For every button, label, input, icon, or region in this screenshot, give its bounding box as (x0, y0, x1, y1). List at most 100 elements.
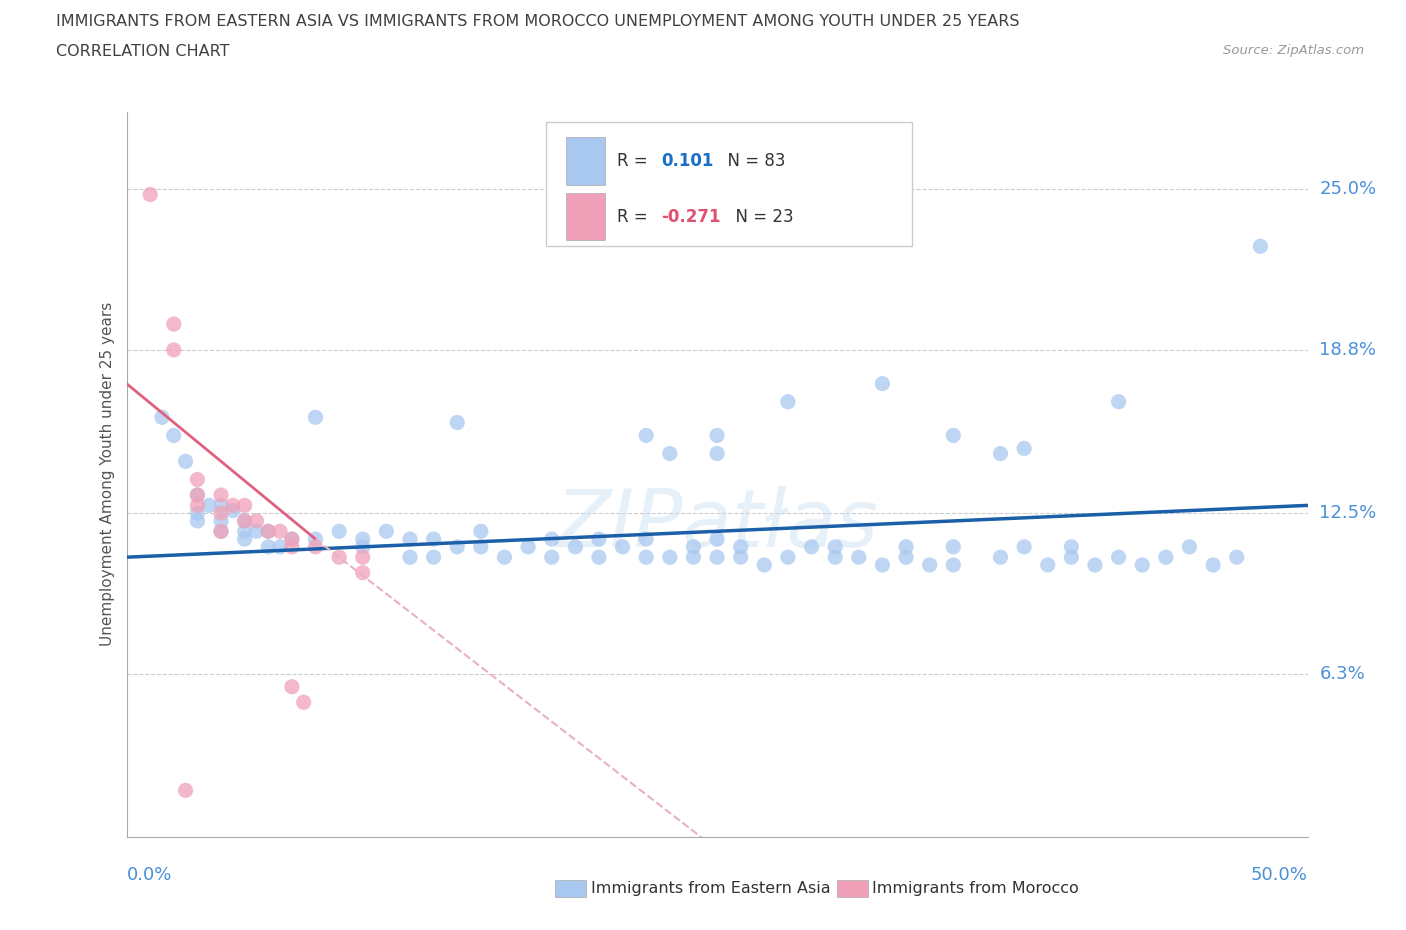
Text: 18.8%: 18.8% (1319, 341, 1376, 359)
Text: N = 83: N = 83 (717, 152, 786, 170)
Point (942, 558, 965, 573)
Text: R =: R = (617, 152, 652, 170)
Point (209, 498, 232, 512)
Point (399, 550, 422, 565)
Point (257, 524, 280, 538)
Text: CORRELATION CHART: CORRELATION CHART (56, 44, 229, 59)
Point (918, 558, 941, 573)
Point (1108, 394, 1130, 409)
Point (186, 498, 208, 512)
Point (776, 394, 799, 409)
Point (163, 428, 186, 443)
Point (281, 532, 304, 547)
Point (281, 532, 304, 547)
Point (754, 558, 776, 573)
Point (706, 446, 728, 461)
Point (209, 524, 232, 538)
FancyBboxPatch shape (565, 138, 605, 184)
Point (304, 539, 326, 554)
Text: 25.0%: 25.0% (1319, 180, 1376, 198)
Point (186, 472, 208, 487)
Text: Immigrants from Morocco: Immigrants from Morocco (872, 881, 1078, 896)
Point (730, 550, 752, 565)
Point (588, 532, 610, 547)
Y-axis label: Unemployment Among Youth under 25 years: Unemployment Among Youth under 25 years (100, 302, 115, 646)
Point (163, 316, 186, 331)
Point (198, 498, 221, 512)
Text: 6.3%: 6.3% (1319, 665, 1365, 683)
Point (1202, 558, 1225, 573)
Point (894, 539, 917, 554)
Point (470, 539, 492, 554)
Point (706, 428, 728, 443)
Point (658, 550, 681, 565)
Text: 0.101: 0.101 (662, 152, 714, 170)
Point (800, 539, 823, 554)
Point (990, 550, 1012, 565)
Point (446, 415, 468, 430)
Text: ZIPatłas: ZIPatłas (555, 486, 879, 565)
Point (1036, 558, 1059, 573)
Point (269, 539, 291, 554)
Point (186, 487, 208, 502)
Point (942, 428, 965, 443)
Point (1012, 441, 1035, 456)
Point (352, 539, 374, 554)
Point (824, 539, 846, 554)
Point (636, 550, 658, 565)
Point (1249, 239, 1271, 254)
Point (352, 532, 374, 547)
Point (706, 550, 728, 565)
Point (612, 539, 634, 554)
Text: -0.271: -0.271 (662, 207, 721, 226)
Point (292, 695, 315, 710)
Point (824, 550, 846, 565)
Point (517, 539, 540, 554)
Point (942, 539, 965, 554)
Text: N = 23: N = 23 (725, 207, 794, 226)
Text: IMMIGRANTS FROM EASTERN ASIA VS IMMIGRANTS FROM MOROCCO UNEMPLOYMENT AMONG YOUTH: IMMIGRANTS FROM EASTERN ASIA VS IMMIGRAN… (56, 14, 1019, 29)
Point (222, 498, 245, 512)
Point (304, 532, 326, 547)
Point (872, 558, 894, 573)
Text: Source: ZipAtlas.com: Source: ZipAtlas.com (1223, 44, 1364, 57)
Point (163, 342, 186, 357)
Point (257, 539, 280, 554)
FancyBboxPatch shape (546, 123, 912, 246)
Point (894, 550, 917, 565)
Point (636, 532, 658, 547)
Point (186, 506, 208, 521)
Point (990, 446, 1012, 461)
Point (186, 487, 208, 502)
Point (281, 539, 304, 554)
Point (564, 539, 586, 554)
Text: R =: R = (617, 207, 652, 226)
Point (186, 513, 208, 528)
Point (174, 783, 197, 798)
Point (222, 503, 245, 518)
Text: 0.0%: 0.0% (127, 866, 172, 884)
Point (730, 539, 752, 554)
Point (1154, 550, 1177, 565)
Text: Immigrants from Eastern Asia: Immigrants from Eastern Asia (591, 881, 830, 896)
Point (328, 550, 350, 565)
Point (233, 524, 256, 538)
Point (422, 532, 444, 547)
Point (446, 539, 468, 554)
Point (636, 428, 658, 443)
Point (139, 187, 162, 202)
Point (1178, 539, 1201, 554)
Point (304, 410, 326, 425)
Point (1060, 539, 1083, 554)
Point (233, 513, 256, 528)
Point (375, 524, 398, 538)
Point (540, 532, 562, 547)
Point (658, 446, 681, 461)
Point (209, 506, 232, 521)
Point (776, 550, 799, 565)
Point (233, 532, 256, 547)
Point (209, 513, 232, 528)
Point (245, 524, 267, 538)
Point (494, 550, 516, 565)
Point (209, 524, 232, 538)
